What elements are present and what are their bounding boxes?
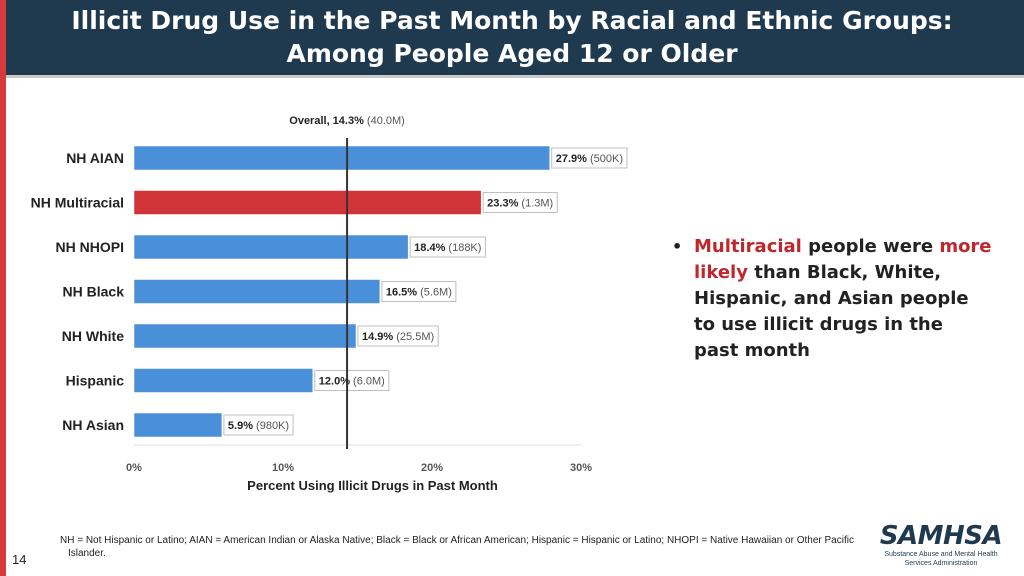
value-label-4: 14.9% (25.5M) [362, 331, 434, 343]
slide-header: Illicit Drug Use in the Past Month by Ra… [0, 0, 1024, 78]
category-label-5: Hispanic [66, 373, 125, 389]
category-label-1: NH Multiracial [31, 195, 124, 211]
bullet-text-part-4: than Black, White, Hispanic, and Asian p… [694, 262, 969, 361]
category-label-6: NH Asian [62, 417, 124, 433]
x-tick-label-1: 10% [272, 462, 294, 474]
value-label-box-6 [223, 414, 294, 436]
x-tick-label-0: 0% [126, 462, 142, 474]
logo-wordmark: SAMHSA [879, 521, 1003, 551]
value-label-box-0 [551, 147, 628, 169]
page-number: 14 [12, 552, 27, 567]
x-axis-title: Percent Using Illicit Drugs in Past Mont… [247, 478, 498, 493]
value-label-box-2 [409, 236, 486, 258]
key-finding-bullet: • Multiracial people were more likely th… [672, 234, 992, 364]
category-label-2: NH NHOPI [56, 239, 124, 255]
bar-0 [133, 145, 550, 171]
bullet-highlight-more-likely: more likely [694, 236, 992, 283]
overall-reference-label: Overall, 14.3% (40.0M) [289, 115, 405, 127]
value-label-3: 16.5% (5.6M) [386, 287, 452, 299]
value-label-box-5 [314, 370, 390, 391]
bar-6 [133, 412, 223, 438]
bullet-text-part-2: people were [801, 236, 940, 257]
value-label-1: 23.3% (1.3M) [487, 198, 553, 210]
value-label-box-3 [381, 281, 457, 302]
bar-2 [133, 234, 409, 260]
value-label-5: 12.0% (6.0M) [319, 376, 385, 388]
value-label-6: 5.9% (980K) [228, 420, 289, 432]
value-label-0: 27.9% (500K) [556, 153, 623, 165]
value-label-box-4 [357, 325, 439, 347]
title-line-2: Among People Aged 12 or Older [286, 39, 738, 68]
category-label-0: NH AIAN [66, 150, 124, 166]
samhsa-logo: SAMHSA Substance Abuse and Mental Health… [876, 522, 1006, 568]
category-label-4: NH White [62, 328, 124, 344]
title-line-1: Illicit Drug Use in the Past Month by Ra… [71, 6, 953, 35]
bullet-highlight-multiracial: Multiracial [694, 236, 802, 257]
value-label-2: 18.4% (188K) [414, 242, 481, 254]
bullet-dot: • [672, 237, 683, 256]
value-label-box-1 [482, 192, 558, 213]
bar-4 [133, 323, 357, 349]
bar-1 [133, 190, 482, 215]
slide-title: Illicit Drug Use in the Past Month by Ra… [0, 4, 1024, 70]
bar-5 [133, 368, 314, 393]
bullet-text: Multiracial people were more likely than… [672, 234, 992, 364]
logo-subtitle-2: Services Administration [904, 560, 978, 567]
footnote: NH = Not Hispanic or Latino; AIAN = Amer… [60, 535, 854, 559]
logo-subtitle-1: Substance Abuse and Mental Health [884, 551, 998, 558]
bar-chart: NH AIAN 27.9% (500K) NH Multiracial 23.3% (… [31, 115, 628, 493]
x-tick-label-2: 20% [421, 462, 443, 474]
x-tick-label-3: 30% [570, 462, 592, 474]
left-accent-bar [0, 0, 6, 576]
bar-3 [133, 279, 381, 304]
category-label-3: NH Black [63, 284, 125, 300]
